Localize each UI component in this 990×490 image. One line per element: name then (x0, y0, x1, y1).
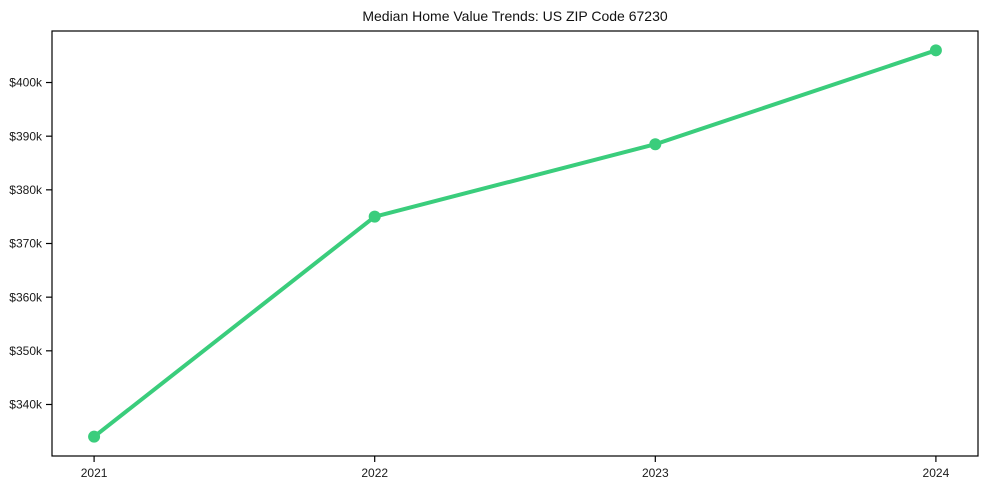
y-tick-label: $380k (9, 183, 43, 197)
y-tick-label: $360k (9, 290, 43, 304)
x-tick-label: 2023 (642, 466, 669, 480)
data-point (368, 210, 381, 223)
y-tick-label: $370k (9, 237, 43, 251)
y-tick-label: $400k (9, 76, 43, 90)
y-tick-label: $350k (9, 344, 43, 358)
trend-line (92, 48, 938, 439)
x-tick-label: 2022 (361, 466, 388, 480)
x-tick-label: 2021 (81, 466, 108, 480)
plot-border (51, 30, 979, 457)
y-tick-label: $340k (9, 398, 43, 412)
y-tick-label: $390k (9, 129, 43, 143)
data-point (929, 44, 942, 57)
chart-title: Median Home Value Trends: US ZIP Code 67… (362, 8, 668, 24)
data-point (649, 138, 662, 151)
x-tick-label: 2024 (923, 466, 950, 480)
data-point (88, 430, 101, 443)
